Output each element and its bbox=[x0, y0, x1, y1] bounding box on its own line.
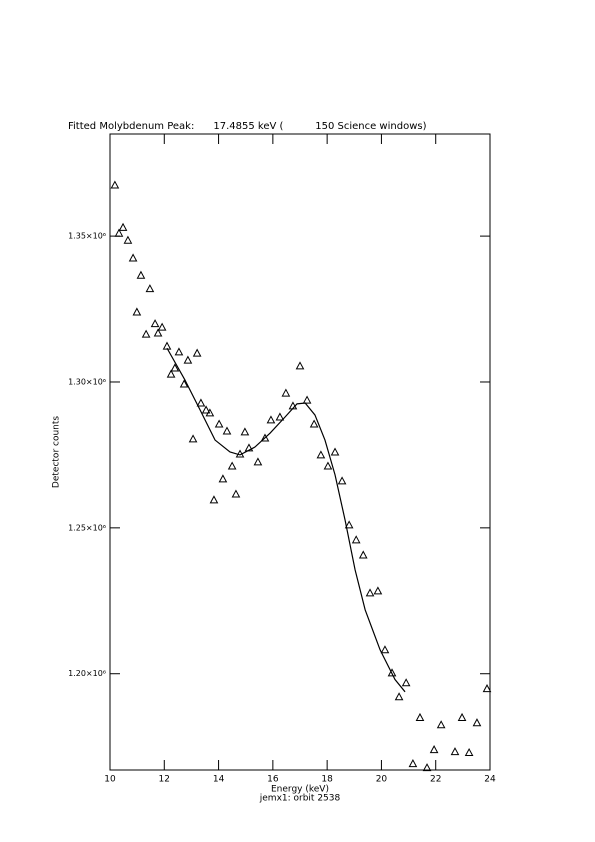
data-point bbox=[337, 476, 347, 485]
data-point bbox=[174, 347, 184, 356]
subtitle: jemx1: orbit 2538 bbox=[259, 794, 341, 804]
fit-line bbox=[166, 347, 406, 693]
data-point bbox=[323, 461, 333, 470]
data-point bbox=[192, 348, 202, 357]
data-point bbox=[330, 447, 340, 456]
data-point bbox=[214, 419, 224, 428]
x-tick-label: 22 bbox=[430, 775, 441, 785]
data-point bbox=[153, 328, 163, 337]
data-point bbox=[218, 474, 228, 483]
x-tick-label: 12 bbox=[159, 775, 170, 785]
y-tick-label: 1.25×10⁶ bbox=[68, 523, 106, 532]
data-point bbox=[188, 434, 198, 443]
data-point bbox=[422, 763, 432, 772]
y-tick-label: 1.20×10⁶ bbox=[68, 669, 106, 678]
data-point bbox=[380, 645, 390, 654]
x-tick-label: 18 bbox=[321, 775, 333, 785]
data-point bbox=[123, 235, 133, 244]
data-point bbox=[429, 745, 439, 754]
data-point bbox=[275, 412, 285, 421]
data-point bbox=[136, 270, 146, 279]
data-point bbox=[295, 361, 305, 370]
data-point bbox=[351, 535, 361, 544]
data-point bbox=[464, 747, 474, 756]
data-point bbox=[472, 718, 482, 727]
x-tick-label: 14 bbox=[213, 775, 225, 785]
data-point bbox=[157, 322, 167, 331]
data-point bbox=[387, 668, 397, 677]
data-point bbox=[179, 379, 189, 388]
data-point bbox=[394, 692, 404, 701]
data-point bbox=[415, 712, 425, 721]
data-point bbox=[302, 395, 312, 404]
data-point bbox=[373, 586, 383, 595]
data-point bbox=[201, 405, 211, 414]
data-point bbox=[166, 369, 176, 378]
data-point bbox=[358, 550, 368, 559]
data-point bbox=[436, 720, 446, 729]
x-tick-label: 10 bbox=[104, 775, 116, 785]
data-point bbox=[316, 450, 326, 459]
x-tick-label: 16 bbox=[267, 775, 279, 785]
data-point bbox=[482, 684, 492, 693]
data-point bbox=[231, 489, 241, 498]
data-point bbox=[260, 433, 270, 442]
data-point bbox=[457, 712, 467, 721]
data-point bbox=[150, 319, 160, 328]
data-point bbox=[281, 388, 291, 397]
data-point bbox=[266, 415, 276, 424]
y-tick-label: 1.30×10⁶ bbox=[68, 377, 106, 386]
x-tick-label: 20 bbox=[376, 775, 388, 785]
chart-title: Fitted Molybdenum Peak: 17.4855 keV ( 15… bbox=[68, 121, 427, 132]
data-point bbox=[145, 284, 155, 293]
data-point bbox=[196, 398, 206, 407]
y-axis-label: Detector counts bbox=[52, 416, 62, 488]
data-point bbox=[132, 307, 142, 316]
data-point bbox=[110, 180, 120, 189]
data-point bbox=[118, 222, 128, 231]
x-axis-label: Energy (keV) bbox=[271, 785, 329, 795]
data-point bbox=[183, 355, 193, 364]
data-point bbox=[344, 520, 354, 529]
data-point bbox=[244, 443, 254, 452]
data-point bbox=[209, 495, 219, 504]
x-tick-label: 24 bbox=[484, 775, 496, 785]
data-point bbox=[128, 253, 138, 262]
data-point bbox=[253, 457, 263, 466]
data-point bbox=[141, 329, 151, 338]
data-point bbox=[114, 228, 124, 237]
plot-frame bbox=[109, 133, 491, 771]
data-point bbox=[365, 588, 375, 597]
data-point bbox=[227, 461, 237, 470]
data-point bbox=[401, 678, 411, 687]
data-point bbox=[408, 759, 418, 768]
data-point bbox=[309, 419, 319, 428]
data-point bbox=[450, 747, 460, 756]
data-point bbox=[240, 427, 250, 436]
data-point bbox=[222, 426, 232, 435]
data-point bbox=[170, 363, 180, 372]
data-point bbox=[205, 408, 215, 417]
y-tick-label: 1.35×10⁶ bbox=[68, 232, 106, 241]
